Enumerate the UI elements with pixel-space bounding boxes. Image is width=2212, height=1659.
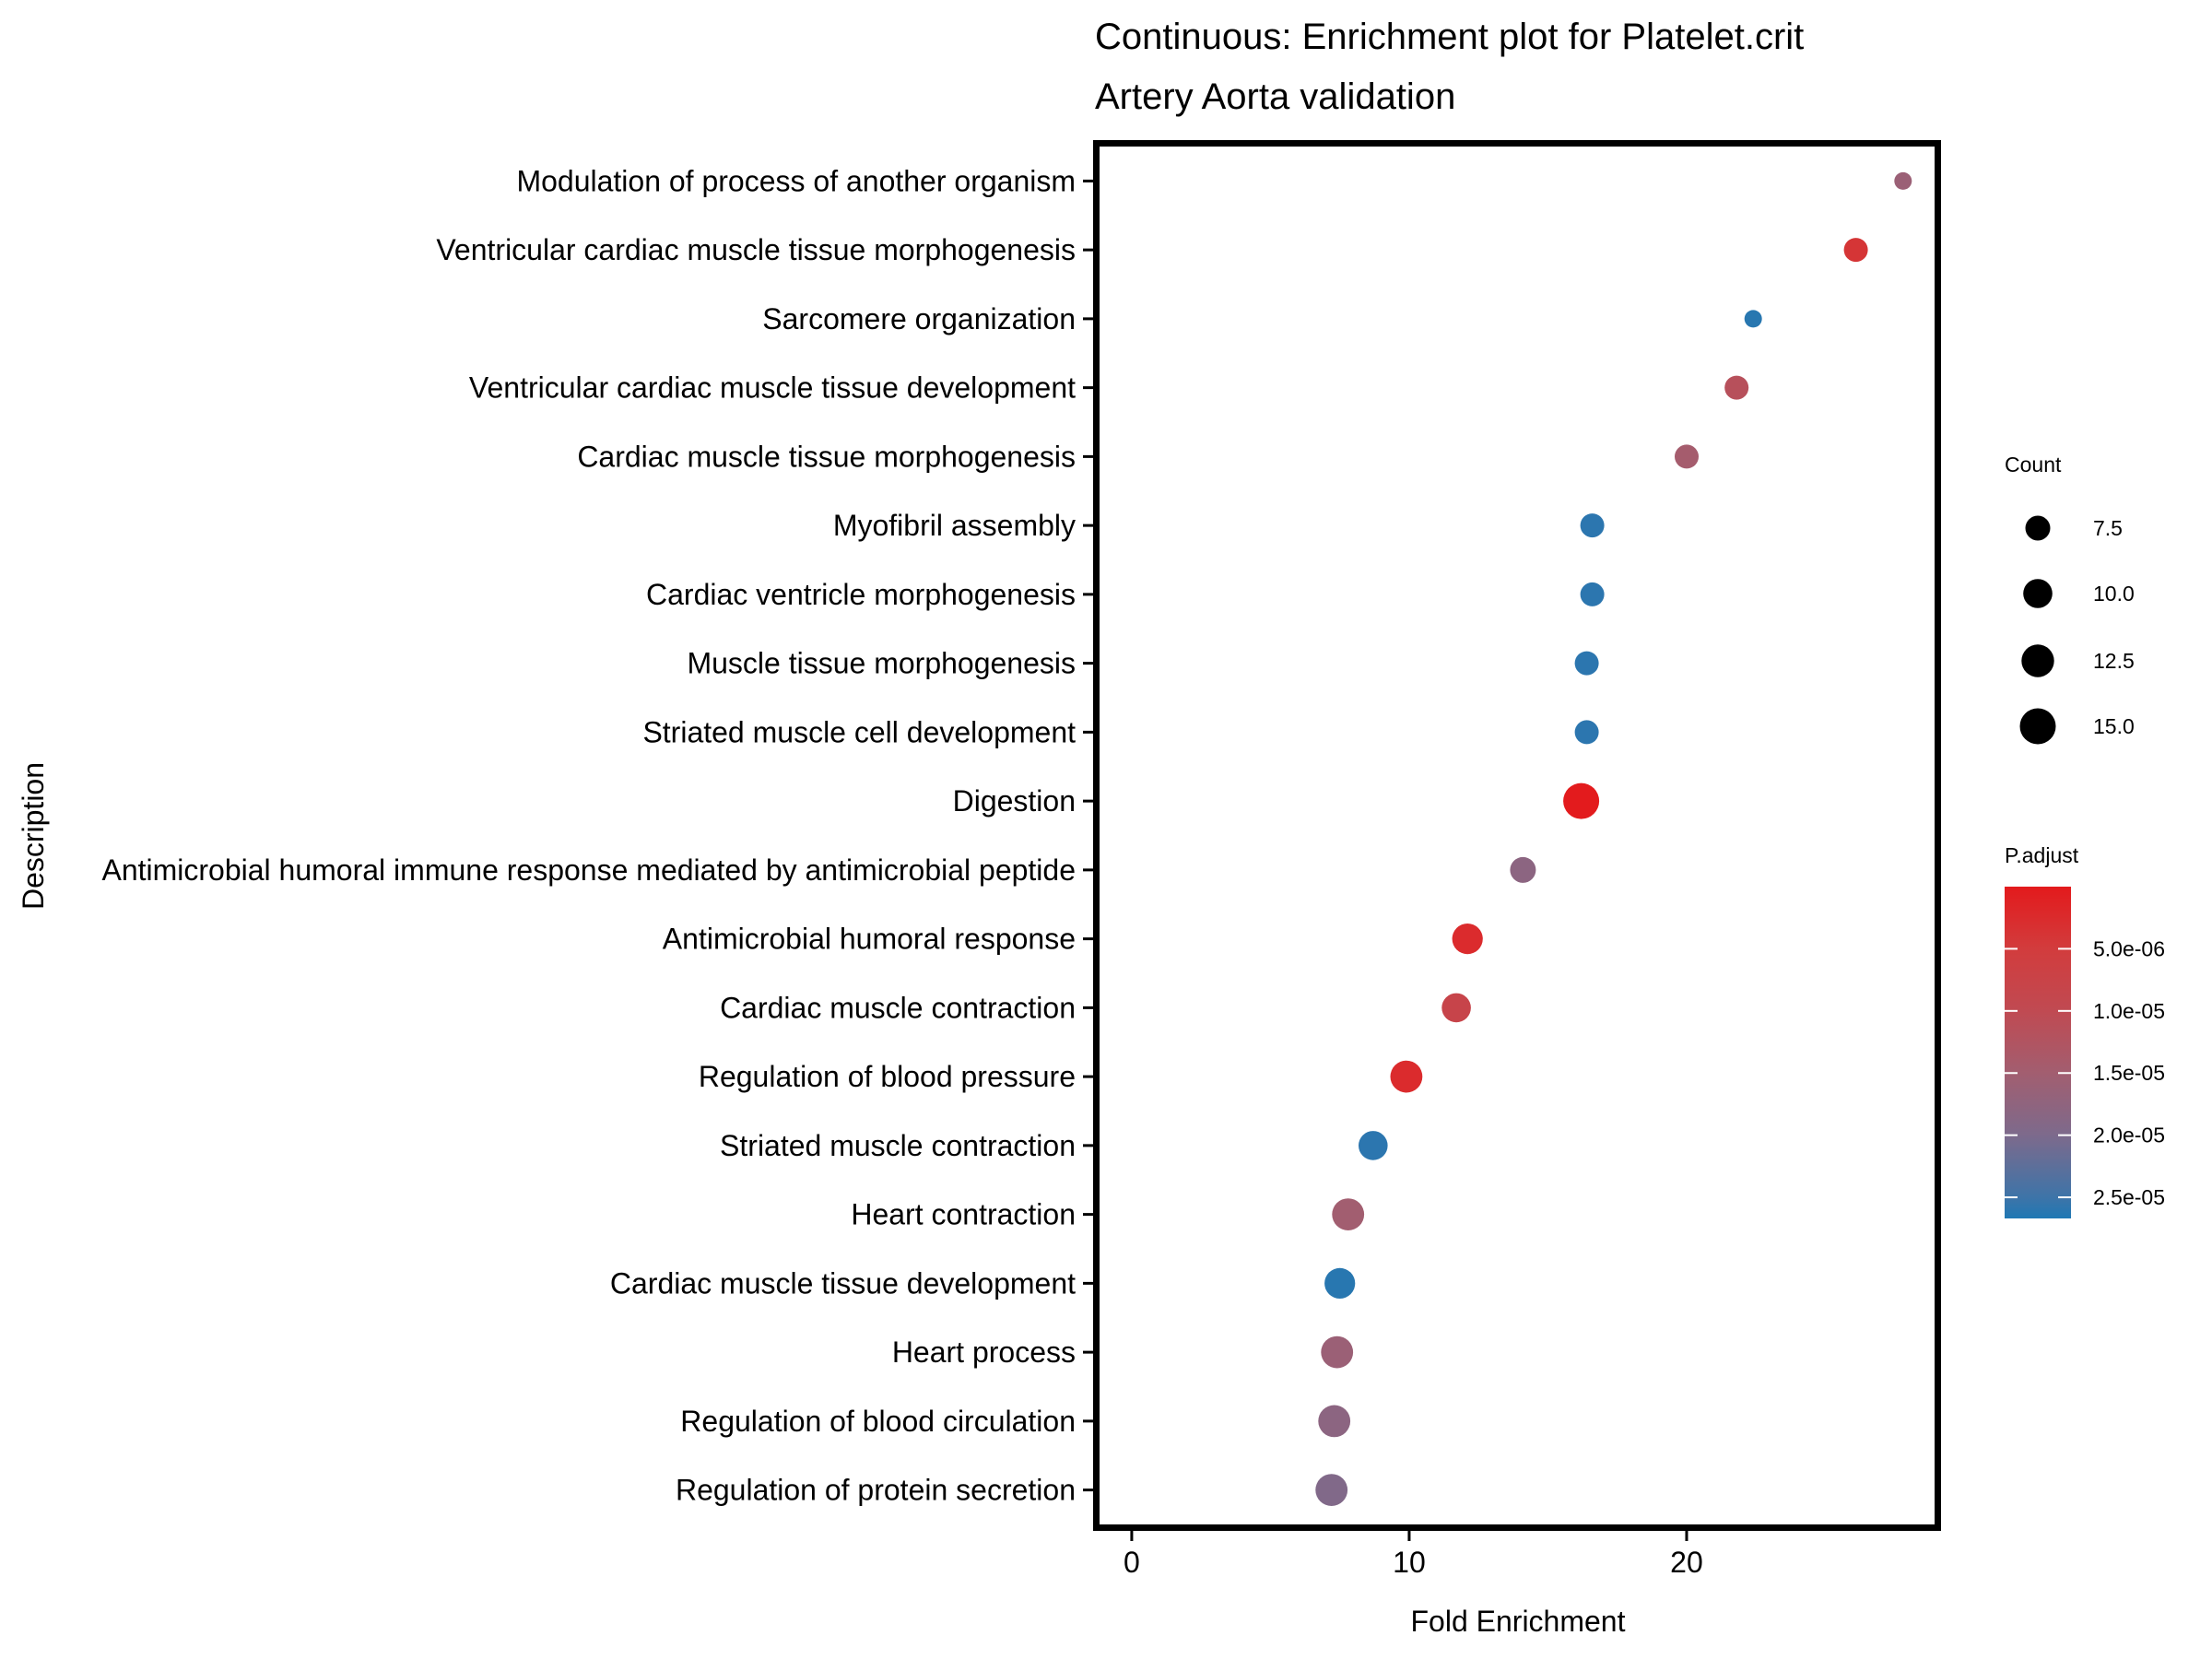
data-point [1318, 1405, 1351, 1438]
legend-count-title: Count [2005, 453, 2062, 477]
colorbar-label: 5.0e-06 [2093, 936, 2165, 960]
data-point [1441, 993, 1471, 1023]
legend-count-label: 12.5 [2093, 649, 2135, 673]
legend-count-label: 10.0 [2093, 582, 2135, 606]
legend-padjust-title: P.adjust [2005, 843, 2079, 867]
data-point [1580, 582, 1605, 606]
colorbar-label: 1.5e-05 [2093, 1061, 2165, 1085]
y-tick-label: Antimicrobial humoral immune response me… [101, 853, 1076, 887]
y-tick-label: Regulation of blood pressure [699, 1060, 1076, 1093]
y-tick-label: Striated muscle cell development [642, 715, 1076, 748]
data-point [1359, 1131, 1388, 1160]
y-tick-label: Cardiac muscle tissue development [610, 1266, 1076, 1300]
data-point [1332, 1198, 1365, 1230]
y-tick-label: Cardiac ventricle morphogenesis [646, 578, 1076, 611]
legend-count: Count 7.5 10.0 12.5 15.0 [2005, 453, 2135, 745]
y-tick-label: Striated muscle contraction [720, 1129, 1076, 1162]
data-point [1321, 1335, 1354, 1369]
legend-padjust: P.adjust 5.0e-06 1.0e-05 1.5e-05 2.0e-05 2.5… [2005, 843, 2165, 1218]
y-tick-label: Antimicrobial humoral response [663, 923, 1076, 956]
data-point [1744, 310, 1762, 328]
y-tick-label: Cardiac muscle tissue morphogenesis [577, 440, 1076, 473]
legend-count-key [2021, 644, 2054, 677]
legend-count-key [2025, 515, 2051, 541]
data-point [1563, 782, 1600, 819]
y-tick-label: Heart contraction [851, 1198, 1076, 1231]
data-point [1324, 1267, 1356, 1299]
legend-count-label: 7.5 [2093, 516, 2123, 540]
y-tick-label: Ventricular cardiac muscle tissue morpho… [436, 233, 1076, 266]
data-point [1452, 924, 1483, 955]
y-tick-label: Modulation of process of another organis… [516, 164, 1076, 197]
plot-title: Continuous: Enrichment plot for Platelet… [1095, 17, 1804, 57]
y-tick-label: Digestion [953, 784, 1076, 818]
data-point [1724, 375, 1749, 400]
plot-subtitle: Artery Aorta validation [1095, 76, 1455, 117]
data-point [1574, 651, 1599, 676]
data-point [1675, 444, 1699, 469]
x-tick-label: 0 [1124, 1546, 1140, 1579]
y-tick-label: Muscle tissue morphogenesis [687, 647, 1076, 680]
y-tick-label: Regulation of protein secretion [676, 1474, 1076, 1507]
legend-count-key [2019, 708, 2056, 745]
x-axis-title: Fold Enrichment [1411, 1605, 1626, 1638]
x-axis: 0 10 20 [1124, 1531, 1703, 1579]
colorbar-label: 2.5e-05 [2093, 1185, 2165, 1209]
data-point [1390, 1060, 1423, 1093]
y-tick-label: Cardiac muscle contraction [720, 991, 1076, 1024]
colorbar [2005, 887, 2071, 1218]
data-point [1580, 513, 1605, 538]
plot-panel [1093, 140, 1941, 1531]
y-tick-label: Heart process [892, 1335, 1076, 1369]
y-axis-title: Description [17, 762, 50, 910]
data-points [1315, 171, 1912, 1506]
data-point [1843, 238, 1868, 263]
x-tick-label: 20 [1670, 1546, 1703, 1579]
data-point [1574, 720, 1599, 745]
data-point [1894, 171, 1912, 190]
y-tick-label: Ventricular cardiac muscle tissue develo… [469, 371, 1076, 405]
data-point [1315, 1474, 1348, 1506]
y-tick-label: Myofibril assembly [833, 509, 1076, 542]
x-tick-label: 10 [1393, 1546, 1426, 1579]
legend-count-label: 15.0 [2093, 714, 2135, 738]
y-tick-label: Sarcomere organization [762, 302, 1076, 335]
data-point [1510, 856, 1536, 883]
colorbar-label: 1.0e-05 [2093, 999, 2165, 1023]
y-tick-label: Regulation of blood circulation [680, 1405, 1076, 1438]
colorbar-label: 2.0e-05 [2093, 1124, 2165, 1147]
y-axis: Modulation of process of another organis… [101, 164, 1093, 1507]
legend-count-key [2023, 579, 2053, 608]
